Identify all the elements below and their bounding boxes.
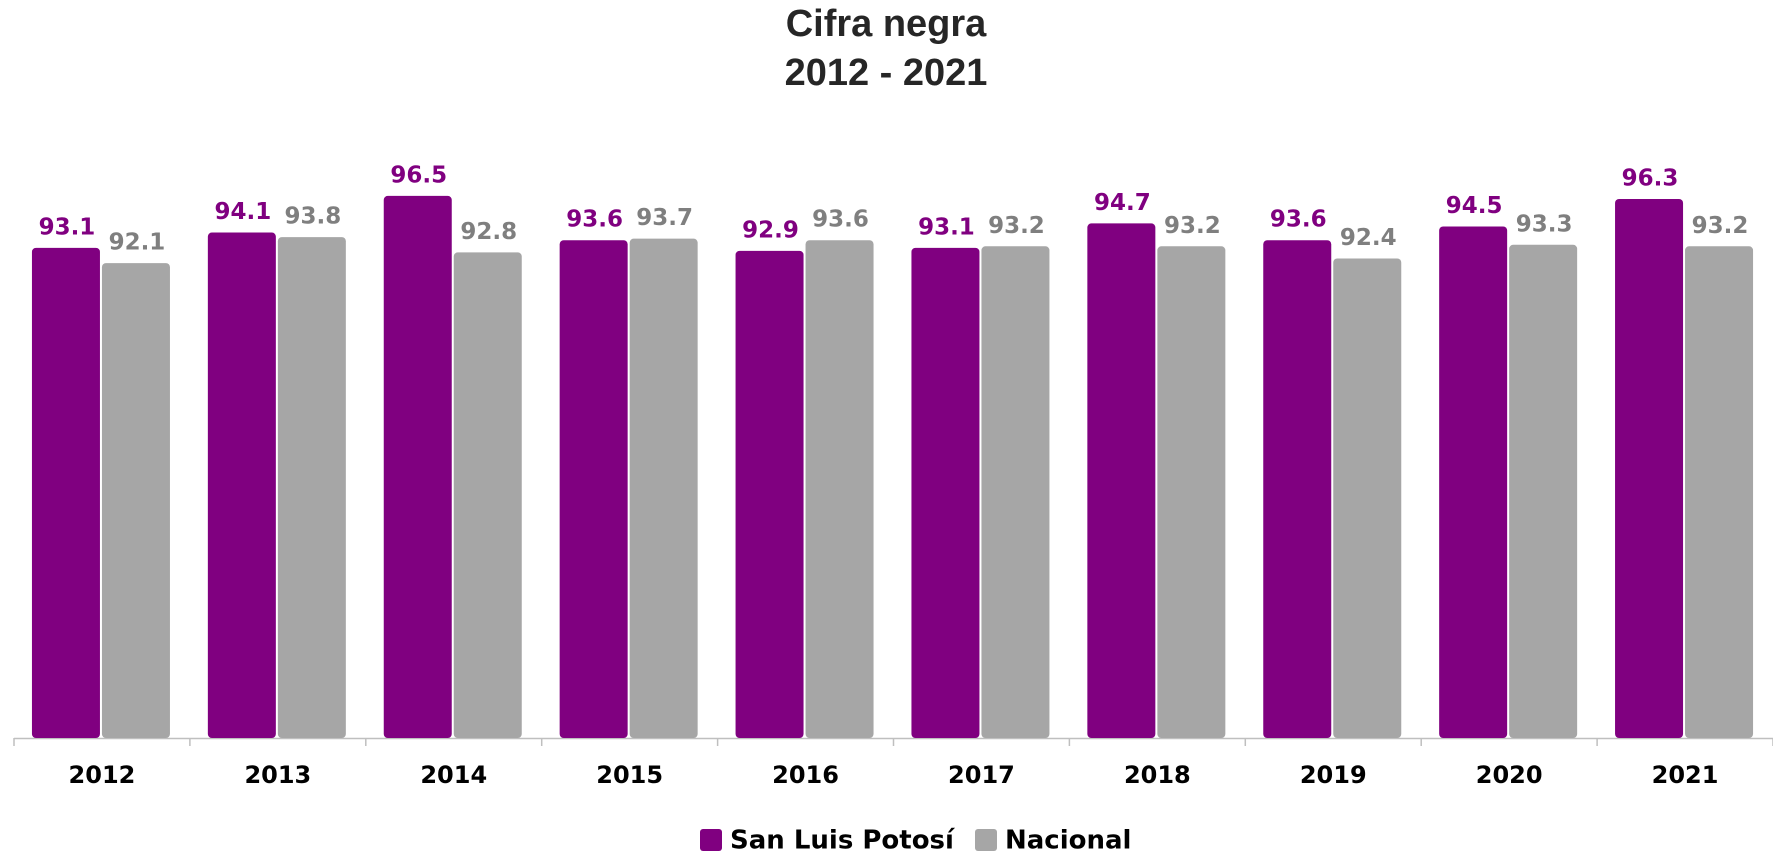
legend-label: Nacional [1005, 826, 1131, 853]
data-label: 93.1 [918, 214, 975, 240]
bar [559, 240, 628, 738]
bar [805, 240, 874, 738]
bar [1333, 258, 1402, 738]
data-label: 93.7 [636, 205, 693, 231]
data-label: 93.6 [1270, 207, 1327, 233]
bar [101, 263, 170, 738]
bar [981, 246, 1050, 738]
data-label: 96.3 [1622, 165, 1679, 191]
data-label: 92.1 [109, 230, 166, 256]
data-label: 92.4 [1340, 225, 1397, 251]
data-label: 93.6 [566, 207, 623, 233]
data-label: 94.1 [214, 199, 271, 225]
data-label: 93.2 [988, 213, 1045, 239]
bar [735, 250, 804, 739]
data-label: 93.2 [1164, 213, 1221, 239]
bar [1157, 246, 1226, 738]
bar [911, 247, 980, 738]
data-label: 93.2 [1692, 213, 1749, 239]
bar [1685, 246, 1754, 738]
data-label: 92.8 [460, 219, 517, 245]
data-label: 94.7 [1094, 190, 1151, 216]
bar [1087, 223, 1156, 738]
bar [207, 232, 276, 738]
data-label: 93.1 [39, 214, 96, 240]
data-label: 96.5 [390, 162, 447, 188]
legend-swatch [700, 829, 722, 851]
data-label: 93.8 [284, 204, 341, 230]
x-tick-label: 2018 [1124, 761, 1191, 789]
x-tick-label: 2014 [420, 761, 487, 789]
x-tick-label: 2012 [69, 761, 136, 789]
chart-title: Cifra negra [786, 3, 987, 45]
bar [1263, 240, 1332, 738]
legend-label: San Luis Potosí [730, 826, 956, 853]
x-tick-label: 2017 [948, 761, 1015, 789]
legend-swatch [975, 829, 997, 851]
data-label: 94.5 [1446, 193, 1503, 219]
x-tick-label: 2021 [1652, 761, 1719, 789]
bar [1439, 226, 1508, 738]
x-tick-label: 2019 [1300, 761, 1367, 789]
bar [453, 252, 522, 739]
data-label: 93.6 [812, 207, 869, 233]
data-label: 93.3 [1516, 211, 1573, 237]
x-tick-label: 2015 [596, 761, 663, 789]
x-tick-label: 2016 [772, 761, 839, 789]
bar [31, 247, 100, 738]
x-tick-label: 2013 [244, 761, 311, 789]
chart-subtitle: 2012 - 2021 [785, 52, 988, 94]
bar [383, 195, 452, 739]
x-tick-label: 2020 [1476, 761, 1543, 789]
data-label: 92.9 [742, 217, 799, 243]
bar [1509, 244, 1578, 738]
bar [1615, 198, 1684, 738]
bar [277, 237, 346, 738]
bar [629, 238, 698, 738]
